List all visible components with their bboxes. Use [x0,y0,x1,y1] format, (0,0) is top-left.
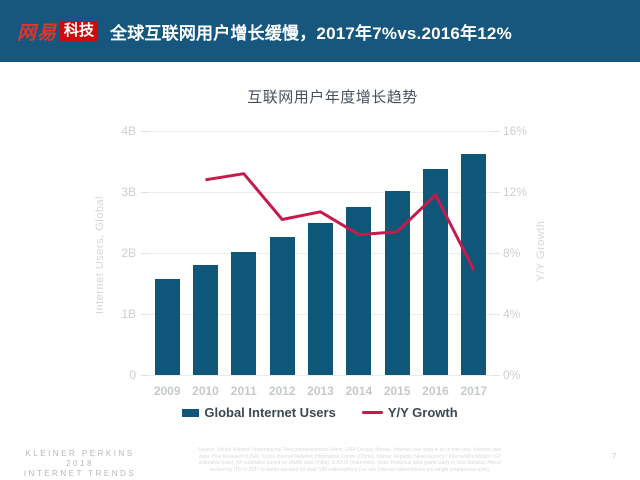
headline: 全球互联网用户增长缓慢，2017年7%vs.2016年12% [110,23,512,43]
brand-line-2: 2018 [66,459,94,468]
x-axis-label-2010: 2010 [192,384,219,398]
bar-2012 [269,237,295,375]
left-axis-tick-label: 0 [129,368,136,382]
x-axis-label-2013: 2013 [307,384,334,398]
bar-2009 [154,279,180,375]
source-note: Source: United Nations / International T… [152,447,548,473]
right-axis-tick-label: 4% [503,307,521,321]
x-axis-label-2009: 2009 [153,384,181,398]
bar-2013 [308,222,333,375]
x-axis-label-2014: 2014 [345,384,373,398]
bar-2015 [384,190,410,375]
axis-tick [141,375,148,376]
gridline [148,375,493,376]
page-number: 7 [611,452,617,461]
axis-tick [141,131,148,132]
x-axis-label-2016: 2016 [422,384,449,398]
axis-tick [141,314,148,315]
growth-line-chart [205,172,476,271]
header-bar: 网易 科技 全球互联网用户增长缓慢，2017年7%vs.2016年12% [0,0,640,62]
right-axis-tick-label: 0% [503,368,521,382]
bar-2017 [461,153,487,375]
left-axis-tick-label: 2B [121,246,136,260]
netease-tech-logo: 网易 科技 [17,18,99,45]
legend-item-users: Global Internet Users [182,405,336,420]
axis-tick [493,375,500,376]
right-axis-tick-label: 16% [503,124,528,138]
left-axis-tick-label: 1B [121,307,136,321]
axis-tick [493,192,500,193]
chart-legend: Global Internet Users Y/Y Growth [0,405,640,420]
right-axis-title: Y/Y Growth [535,220,547,282]
source-line-1: Source: United Nations / International T… [198,447,502,453]
x-axis-label-2015: 2015 [383,384,411,398]
x-axis-label-2012: 2012 [268,384,296,398]
tech-logo-badge: 科技 [60,21,99,41]
axis-tick [141,253,148,254]
source-line-3: estimates (Iran), KP estimates based on … [198,460,502,467]
netease-logo-text: 网易 [17,22,58,44]
source-line-4: revised by ITU in 2017 to better account… [209,466,491,473]
left-axis-title: Internet Users, Global [94,196,106,314]
legend-label-users: Global Internet Users [204,405,336,420]
line-swatch-icon [361,411,383,414]
x-axis-label-2011: 2011 [230,384,257,398]
kleiner-perkins-brand: KLEINER PERKINS 2018 INTERNET TRENDS [10,449,150,479]
source-line-2: data: Pew Research (USA), China Internet… [199,453,501,460]
chart-title: 互联网用户年度增长趋势 [247,89,418,106]
x-axis-label-2017: 2017 [460,384,488,398]
gridline [148,192,493,193]
yy-growth-line [205,172,476,271]
axis-tick [493,314,500,315]
right-axis-tick-label: 8% [503,246,521,260]
left-axis-tick-label: 3B [121,185,136,199]
left-axis-tick-label: 4B [121,124,136,138]
axis-tick [141,192,148,193]
legend-item-growth: Y/Y Growth [361,405,458,420]
bar-swatch-icon [182,408,200,417]
axis-tick [493,131,500,132]
axis-tick [493,253,500,254]
bar-2011 [231,251,257,375]
brand-line-3: INTERNET TRENDS [23,469,137,478]
gridline [148,131,493,132]
legend-label-growth: Y/Y Growth [387,405,458,420]
right-axis-tick-label: 12% [503,185,528,199]
bar-2010 [193,265,218,375]
brand-line-1: KLEINER PERKINS [25,449,135,458]
